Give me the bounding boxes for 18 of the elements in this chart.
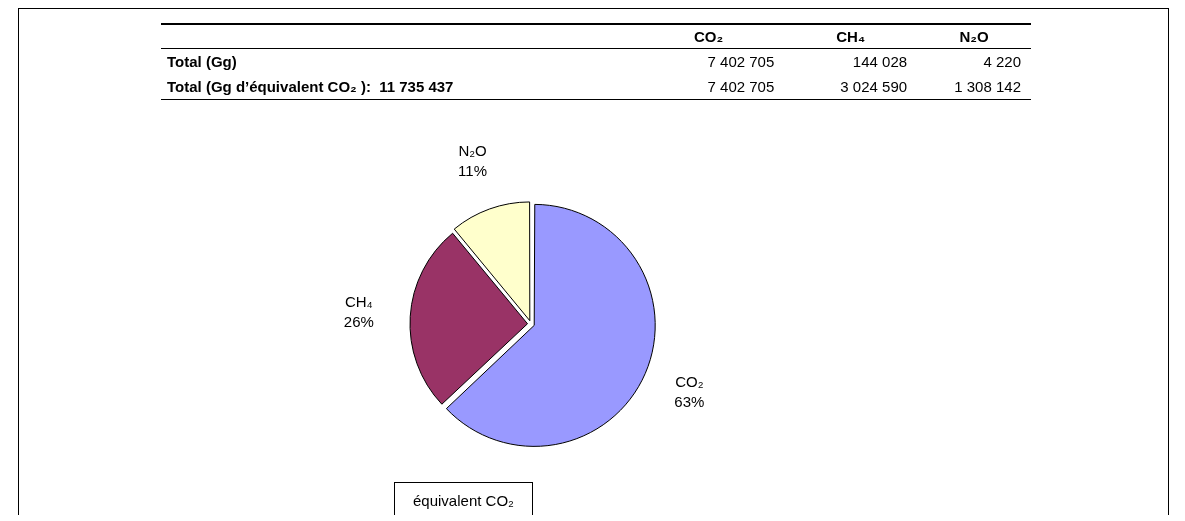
data-label: 26% [343,313,374,331]
data-label: 144 028 [851,52,909,72]
text: équivalent CO₂ [412,491,515,511]
data-label: 4 220 [982,52,1022,72]
text: Total (Gg) [166,52,238,72]
category-label: N₂O [958,27,990,47]
data-label: 63% [674,392,705,410]
slice-label: N₂O [458,141,487,159]
category-label: CO₂ [692,27,725,47]
data-label: 3 024 590 [839,77,909,97]
category-label: CH₄ [835,27,867,47]
data-label: 7 402 705 [706,52,776,72]
slice-label: CO₂ [675,372,704,390]
data-label: 11% [458,161,488,179]
data-label: 1 308 142 [953,77,1022,97]
text: Total (Gg d’équivalent CO₂ ): 11 735 437 [166,77,455,97]
slice-label: CH₄ [344,293,373,311]
data-label: 7 402 705 [706,77,776,97]
